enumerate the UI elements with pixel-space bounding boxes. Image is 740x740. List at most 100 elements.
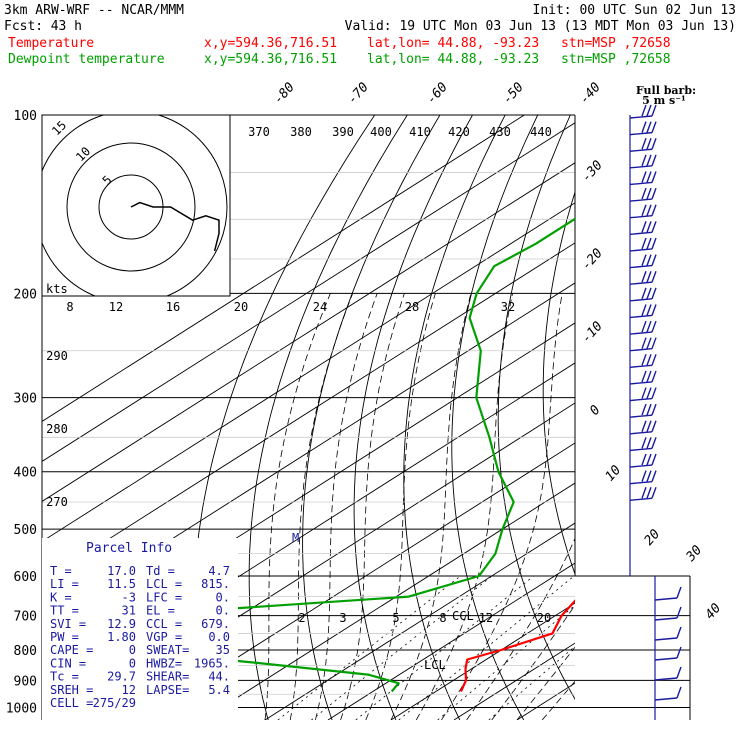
wind-barb xyxy=(629,387,657,402)
isotherm-line xyxy=(327,562,575,720)
init-time: Init: 00 UTC Sun 02 Jun 13 xyxy=(533,3,737,18)
theta-label: 440 xyxy=(530,125,552,139)
isotherm-line xyxy=(42,162,575,502)
pressure-tick-label: 100 xyxy=(14,109,37,124)
isotherm-label: 10 xyxy=(603,463,625,485)
theta-label-side: 280 xyxy=(46,422,68,436)
dry-adiabat xyxy=(542,190,575,576)
parcel-key: SVI = xyxy=(50,617,86,631)
parcel-key: SHEAR= xyxy=(146,670,189,684)
hodograph-ring xyxy=(66,142,196,272)
parcel-key: LAPSE= xyxy=(146,683,189,697)
hodo-speed-label: 32 xyxy=(501,300,515,314)
m-marker: M xyxy=(292,531,299,545)
isotherm-label: -40 xyxy=(577,80,604,108)
temp-xy: x,y=594.36,716.51 xyxy=(204,36,337,51)
parcel-key: SWEAT= xyxy=(146,643,189,657)
wind-barb xyxy=(629,337,657,352)
theta-label: 420 xyxy=(448,125,470,139)
wind-barb xyxy=(629,304,657,319)
isotherm-line xyxy=(42,242,575,583)
wind-barb xyxy=(629,287,657,302)
parcel-value: 31 xyxy=(122,604,136,618)
moist-adiabat xyxy=(289,293,354,720)
parcel-key: VGP = xyxy=(146,630,182,644)
dew-stn: stn=MSP ,72658 xyxy=(561,52,671,67)
barb-legend-title: Full barb: xyxy=(636,84,696,97)
model-title: 3km ARW-WRF -- NCAR/MMM xyxy=(4,3,184,18)
parcel-key: TT = xyxy=(50,604,79,618)
isotherm-line xyxy=(264,522,575,720)
dew-latlon: lat,lon= 44.88, -93.23 xyxy=(367,52,539,67)
hodograph-frame xyxy=(41,114,231,297)
theta-label: 430 xyxy=(489,125,511,139)
theta-label: 410 xyxy=(409,125,431,139)
parcel-info-title: Parcel Info xyxy=(86,541,172,556)
isotherm-label: -60 xyxy=(424,80,451,108)
wind-barb xyxy=(654,626,682,641)
hodograph-trace xyxy=(130,201,220,252)
moist-adiabat xyxy=(415,293,513,720)
wind-barb xyxy=(629,320,657,335)
dry-adiabat xyxy=(451,115,539,720)
moist-adiabat xyxy=(466,537,575,720)
parcel-value: 35 xyxy=(216,643,230,657)
mixing-ratio-label: 3 xyxy=(339,611,346,625)
parcel-key: SREH = xyxy=(50,683,93,697)
barb-legend-value: 5 m s⁻¹ xyxy=(642,94,686,107)
parcel-info-box: Parcel Info T = 17.0 Td = 4.7 LI = 11.5 LCL = 8… xyxy=(42,538,238,723)
isotherm-label: 20 xyxy=(642,527,664,549)
moist-adiabat xyxy=(365,293,436,720)
wind-barb xyxy=(629,221,657,236)
parcel-key: K = xyxy=(50,590,72,604)
parcel-value: 4.7 xyxy=(208,564,230,578)
parcel-value: 11.5 xyxy=(107,577,136,591)
theta-label: 370 xyxy=(248,125,270,139)
hodograph-unit: kts xyxy=(46,282,68,296)
parcel-value: 0. xyxy=(216,604,230,618)
parcel-value: 0.0 xyxy=(208,630,230,644)
wind-barb xyxy=(629,204,657,219)
mixing-ratio-label: 5 xyxy=(392,611,399,625)
moist-adiabat xyxy=(541,680,575,720)
parcel-key: LFC = xyxy=(146,590,182,604)
lcl-marker: LCL xyxy=(424,658,446,672)
parcel-key: Tc = xyxy=(50,670,79,684)
parcel-key: LI = xyxy=(50,577,79,591)
parcel-key: CCL = xyxy=(146,617,182,631)
legend-temperature: Temperature xyxy=(8,36,94,51)
isotherm-label: -30 xyxy=(579,158,606,186)
wind-barb xyxy=(654,606,682,621)
mixing-ratio-line xyxy=(311,575,493,720)
parcel-value: 679. xyxy=(201,617,230,631)
hodo-speed-label: 24 xyxy=(313,300,327,314)
legend-dewpoint: Dewpoint temperature xyxy=(8,52,165,67)
pressure-tick-label: 1000 xyxy=(6,701,37,716)
wind-barb xyxy=(629,420,657,435)
temp-latlon: lat,lon= 44.88, -93.23 xyxy=(367,36,539,51)
isotherm-line xyxy=(138,442,575,720)
moist-adiabat xyxy=(315,293,378,720)
temperature-profile xyxy=(459,599,575,692)
fcst-label: Fcst: xyxy=(4,19,43,34)
dry-adiabat xyxy=(248,115,408,720)
theta-label-side: 270 xyxy=(46,495,68,509)
hodo-speed-label: 8 xyxy=(66,300,73,314)
parcel-key: Td = xyxy=(146,564,175,578)
wind-barb xyxy=(629,138,657,152)
moist-adiabat xyxy=(491,604,575,720)
wind-barb xyxy=(629,370,657,385)
wind-barb xyxy=(629,437,657,452)
wind-barb xyxy=(629,403,657,418)
parcel-value: 1965. xyxy=(194,656,230,670)
mixing-ratio-label: 12 xyxy=(479,611,493,625)
dew-xy: x,y=594.36,716.51 xyxy=(204,52,337,67)
isotherm-label: -50 xyxy=(500,80,527,108)
pressure-tick-label: 200 xyxy=(14,287,37,302)
mixing-ratio-line xyxy=(488,645,575,720)
hodo-speed-label: 20 xyxy=(234,300,248,314)
pressure-tick-label: 900 xyxy=(14,674,37,689)
wind-barb xyxy=(654,646,682,661)
wind-barb xyxy=(629,104,657,119)
